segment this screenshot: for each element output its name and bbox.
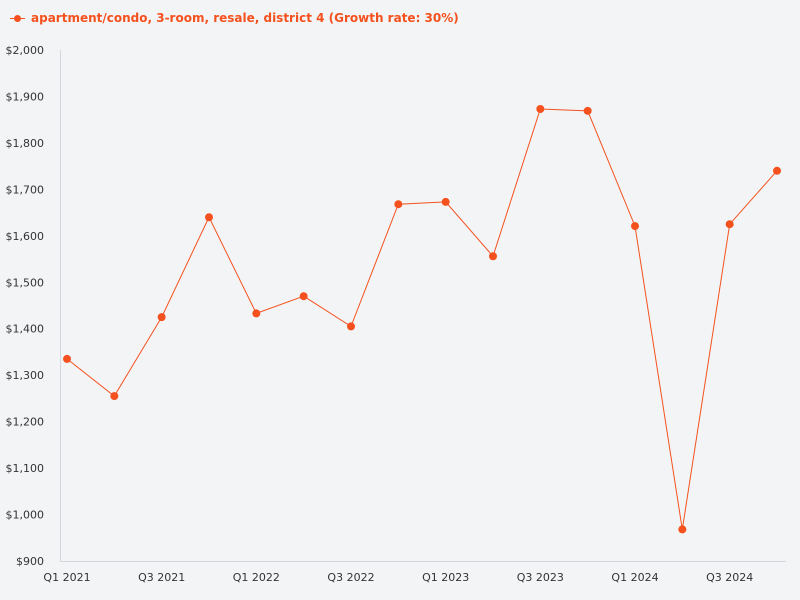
y-tick-label: $1,900 <box>6 90 45 103</box>
x-tick-label: Q1 2023 <box>422 571 469 584</box>
chart-legend: apartment/condo, 3-room, resale, distric… <box>10 8 459 28</box>
x-tick-label: Q3 2024 <box>706 571 753 584</box>
y-tick-label: $1,000 <box>6 509 45 522</box>
data-point <box>536 104 545 113</box>
y-tick-label: $1,100 <box>6 462 45 475</box>
y-tick-label: $1,200 <box>6 416 45 429</box>
data-point <box>110 392 119 401</box>
data-point <box>631 222 639 231</box>
data-point <box>299 292 308 301</box>
y-tick-label: $1,500 <box>6 276 45 289</box>
y-tick-label: $1,300 <box>6 369 45 382</box>
y-tick-label: $1,600 <box>6 230 45 243</box>
legend-label: apartment/condo, 3-room, resale, distric… <box>31 11 459 25</box>
legend-marker-icon <box>10 12 25 24</box>
data-point <box>678 525 687 534</box>
x-tick-label: Q3 2023 <box>517 571 564 584</box>
y-tick-label: $1,400 <box>6 323 45 336</box>
data-point <box>773 166 781 175</box>
y-tick-label: $1,700 <box>6 183 45 196</box>
x-tick-label: Q1 2022 <box>233 571 280 584</box>
x-tick-label: Q1 2021 <box>43 571 90 584</box>
x-tick-label: Q1 2024 <box>611 571 658 584</box>
data-point <box>394 200 403 209</box>
data-point <box>441 197 450 206</box>
data-point <box>63 354 71 363</box>
y-tick-label: $900 <box>16 555 44 568</box>
data-point <box>205 213 213 222</box>
data-point <box>157 313 166 322</box>
data-point <box>252 309 261 318</box>
data-point <box>347 322 355 331</box>
series-line <box>66 108 778 530</box>
data-point <box>489 252 497 261</box>
y-tick-label: $2,000 <box>6 44 45 57</box>
x-tick-label: Q3 2021 <box>138 571 185 584</box>
data-point <box>725 220 734 229</box>
x-tick-label: Q3 2022 <box>327 571 374 584</box>
y-tick-label: $1,800 <box>6 137 45 150</box>
data-point <box>583 106 592 115</box>
